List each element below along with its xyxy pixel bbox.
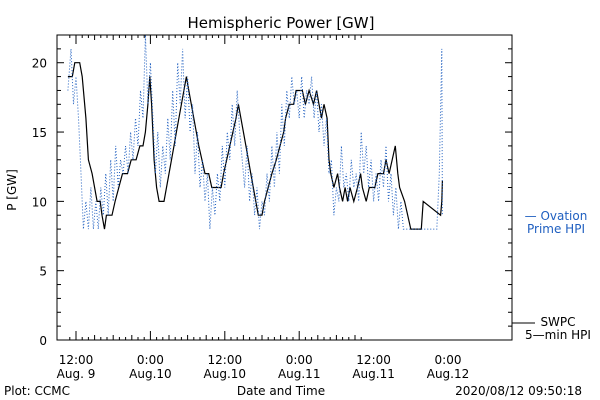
- x-tick-label-date: Aug.10: [204, 367, 247, 381]
- chart-title: Hemispheric Power [GW]: [188, 14, 375, 32]
- x-tick-label-time: 0:00: [286, 353, 313, 367]
- x-tick-label-date: Aug.11: [352, 367, 395, 381]
- y-tick-label: 20: [32, 57, 47, 71]
- legend-label-swpc-line2: 5—min HPI: [525, 328, 591, 342]
- x-tick-label-date: Aug.11: [278, 367, 321, 381]
- y-axis: 0 5 10 15 20: [32, 34, 512, 348]
- x-tick-label-time: 12:00: [356, 353, 391, 367]
- x-tick-label-time: 12:00: [59, 353, 94, 367]
- y-tick-label: 15: [32, 126, 47, 140]
- y-axis-label: P [GW]: [5, 169, 19, 211]
- x-tick-label-date: Aug.12: [427, 367, 470, 381]
- series-layer: [67, 34, 443, 230]
- x-tick-label-time: 12:00: [208, 353, 243, 367]
- y-tick-label: 5: [39, 265, 47, 279]
- x-tick-label-date: Aug.10: [129, 367, 172, 381]
- legend-label-ovation-line2: Prime HPI: [527, 222, 585, 236]
- plot-border: [56, 34, 513, 341]
- y-tick-label: 10: [32, 195, 47, 209]
- x-tick-label-time: 0:00: [137, 353, 164, 367]
- legend-label-swpc-line1: SWPC: [540, 315, 575, 329]
- y-tick-label: 0: [39, 334, 47, 348]
- legend-label-ovation-line1: — Ovation: [525, 209, 588, 223]
- x-tick-label-time: 0:00: [435, 353, 462, 367]
- footer-timestamp: 2020/08/12 09:50:18: [455, 384, 582, 398]
- series-line-swpc: [67, 62, 443, 230]
- plot-frame: [56, 34, 513, 341]
- x-tick-label-date: Aug. 9: [57, 367, 96, 381]
- x-axis-label: Date and Time: [237, 384, 325, 398]
- footer-plot-credit: Plot: CCMC: [4, 384, 70, 398]
